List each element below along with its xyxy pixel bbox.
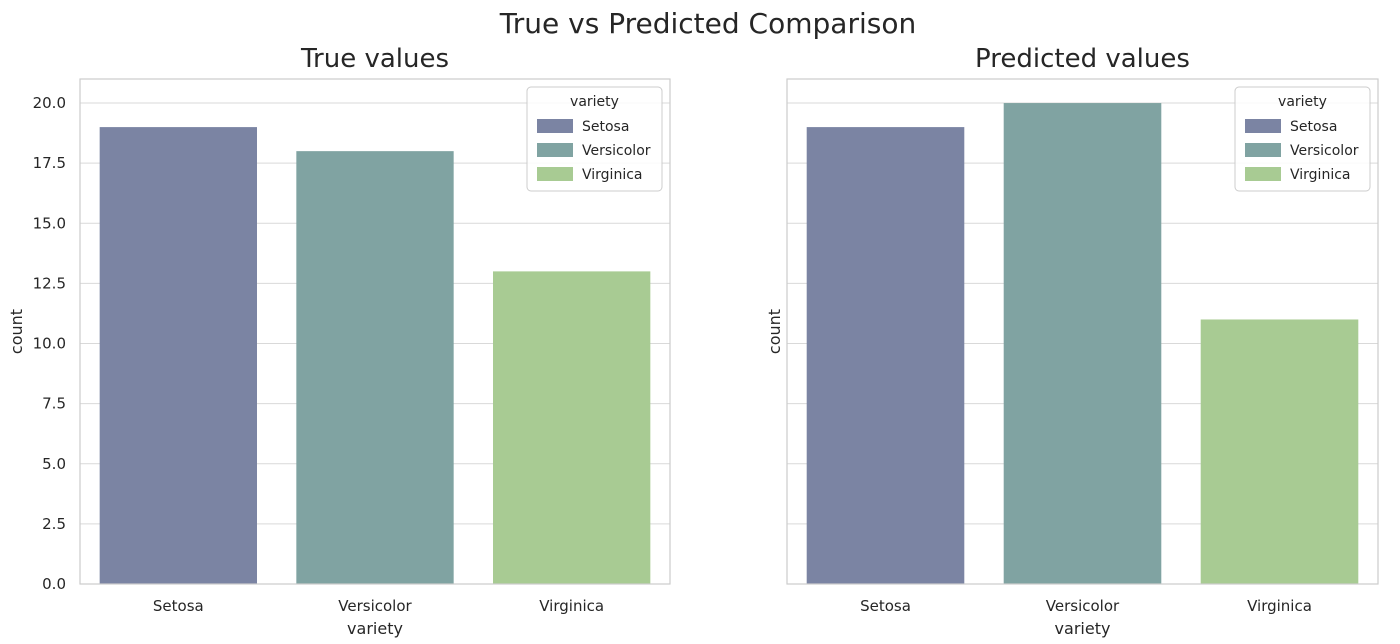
true-ytick-label: 5.0	[42, 455, 66, 473]
predicted-axes-frame	[786, 78, 1379, 585]
true-bar-setosa	[99, 127, 258, 584]
true-ytick-label: 15.0	[33, 214, 66, 232]
predicted-axes-title: Predicted values	[975, 44, 1190, 74]
true-legend-box	[526, 86, 663, 192]
true-ytick-label: 17.5	[33, 154, 66, 172]
predicted-bar-setosa	[806, 127, 965, 584]
predicted-legend-label: Virginica	[1290, 167, 1350, 183]
predicted-legend-label: Setosa	[1290, 119, 1337, 135]
true-xtick-label: Setosa	[153, 597, 204, 615]
true-bar-virginica	[493, 271, 651, 584]
true-legend-swatch-versicolor	[537, 143, 573, 157]
predicted-xtick-label: Setosa	[860, 597, 911, 615]
figure-title: True vs Predicted Comparison	[499, 7, 916, 40]
predicted-xtick-label: Versicolor	[1046, 597, 1120, 615]
predicted-legend-swatch-versicolor	[1245, 143, 1281, 157]
true-legend-swatch-setosa	[537, 119, 573, 133]
true-ytick-label: 0.0	[42, 575, 66, 593]
true-x-axis-label: variety	[347, 619, 403, 638]
true-ytick-label: 12.5	[33, 274, 66, 292]
true-ytick-label: 10.0	[33, 335, 66, 353]
true-legend-title: variety	[570, 94, 619, 110]
true-ytick-label: 7.5	[42, 395, 66, 413]
predicted-legend-swatch-virginica	[1245, 167, 1281, 181]
predicted-legend-title: variety	[1278, 94, 1327, 110]
predicted-values-panel: Setosa Versicolor Virginica Predicted value…	[765, 44, 1379, 638]
true-xtick-label: Virginica	[539, 597, 604, 615]
predicted-bar-virginica	[1200, 319, 1359, 584]
predicted-y-axis-label: count	[765, 309, 784, 354]
true-bar-versicolor	[296, 151, 454, 584]
true-values-panel: 0.0 2.5 5.0 7.5 10.0 12.5 15.0 17.5 20.0 Setosa Ve…	[7, 44, 671, 638]
true-legend-label: Virginica	[582, 167, 642, 183]
predicted-legend-swatch-setosa	[1245, 119, 1281, 133]
true-ytick-label: 20.0	[33, 94, 66, 112]
true-y-axis-label: count	[7, 309, 26, 354]
true-legend-label: Versicolor	[582, 143, 651, 159]
predicted-bar-versicolor	[1003, 103, 1162, 585]
predicted-legend-box	[1234, 86, 1371, 192]
predicted-xtick-label: Virginica	[1247, 597, 1312, 615]
predicted-legend-label: Versicolor	[1290, 143, 1359, 159]
predicted-x-axis-label: variety	[1055, 619, 1111, 638]
true-legend-swatch-virginica	[537, 167, 573, 181]
true-xtick-label: Versicolor	[338, 597, 412, 615]
true-ytick-label: 2.5	[42, 515, 66, 533]
true-legend-label: Setosa	[582, 119, 629, 135]
true-axes-frame	[79, 78, 671, 585]
true-axes-title: True values	[300, 44, 449, 74]
